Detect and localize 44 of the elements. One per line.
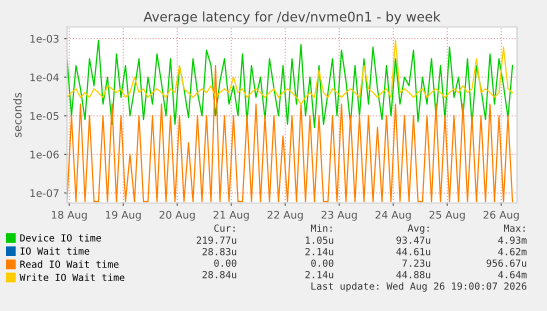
text: 93.47u — [396, 236, 430, 244]
text: 2.14u — [305, 248, 334, 256]
y-tick-label: 1e-04 — [30, 73, 59, 82]
legend-label: IO Wait time — [20, 247, 90, 255]
text: 0.00 — [214, 259, 236, 267]
text: 4.62m — [498, 248, 527, 256]
x-tick-label: 23 Aug — [322, 210, 357, 221]
x-tick-label: 25 Aug — [430, 210, 465, 221]
legend-label: Device IO time — [20, 234, 101, 242]
x-tick-label: 22 Aug — [268, 210, 303, 221]
text: 4.93m — [498, 236, 527, 244]
text: 28.83u — [202, 248, 236, 256]
text: 0.00 — [311, 259, 334, 267]
x-tick-label: 21 Aug — [214, 210, 249, 221]
y-tick-label: 1e-03 — [30, 34, 59, 43]
text: 1.05u — [306, 236, 334, 244]
text: Max: — [504, 224, 525, 232]
text: 44.88u — [396, 270, 430, 278]
y-tick-label: 1e-06 — [30, 150, 59, 158]
x-tick-label: 24 Aug — [376, 210, 411, 221]
line-series — [67, 40, 514, 128]
x-tick-label: 19 Aug — [106, 210, 141, 221]
text: 2.14u — [305, 270, 334, 278]
x-tick-label: 18 Aug — [52, 210, 87, 221]
text: 219.77u — [196, 236, 236, 244]
y-axis-title: seconds — [13, 92, 22, 138]
legend-label: Write IO Wait time — [20, 274, 124, 282]
text: Last update: Wed Aug 26 19:00:07 2026 — [311, 282, 526, 292]
y-tick-label: 1e-07 — [30, 189, 58, 198]
text: 28.84u — [202, 270, 236, 278]
chart-title: Average latency for /dev/nvme0n1 - by week — [144, 11, 440, 24]
text: 44.61u — [396, 248, 430, 256]
text: 7.23u — [402, 259, 430, 267]
line-series — [67, 40, 514, 105]
y-tick-label: 1e-05 — [30, 112, 58, 120]
x-tick-label: 26 Aug — [484, 210, 519, 221]
text: Min: — [310, 224, 332, 232]
legend-label: Read IO Wait time — [20, 260, 119, 268]
text: Avg: — [408, 224, 429, 234]
text: 4.64m — [498, 270, 527, 278]
x-tick-label: 20 Aug — [160, 210, 195, 221]
line-series — [67, 64, 514, 202]
text: Cur: — [214, 224, 235, 232]
text: 956.67u — [486, 259, 526, 267]
